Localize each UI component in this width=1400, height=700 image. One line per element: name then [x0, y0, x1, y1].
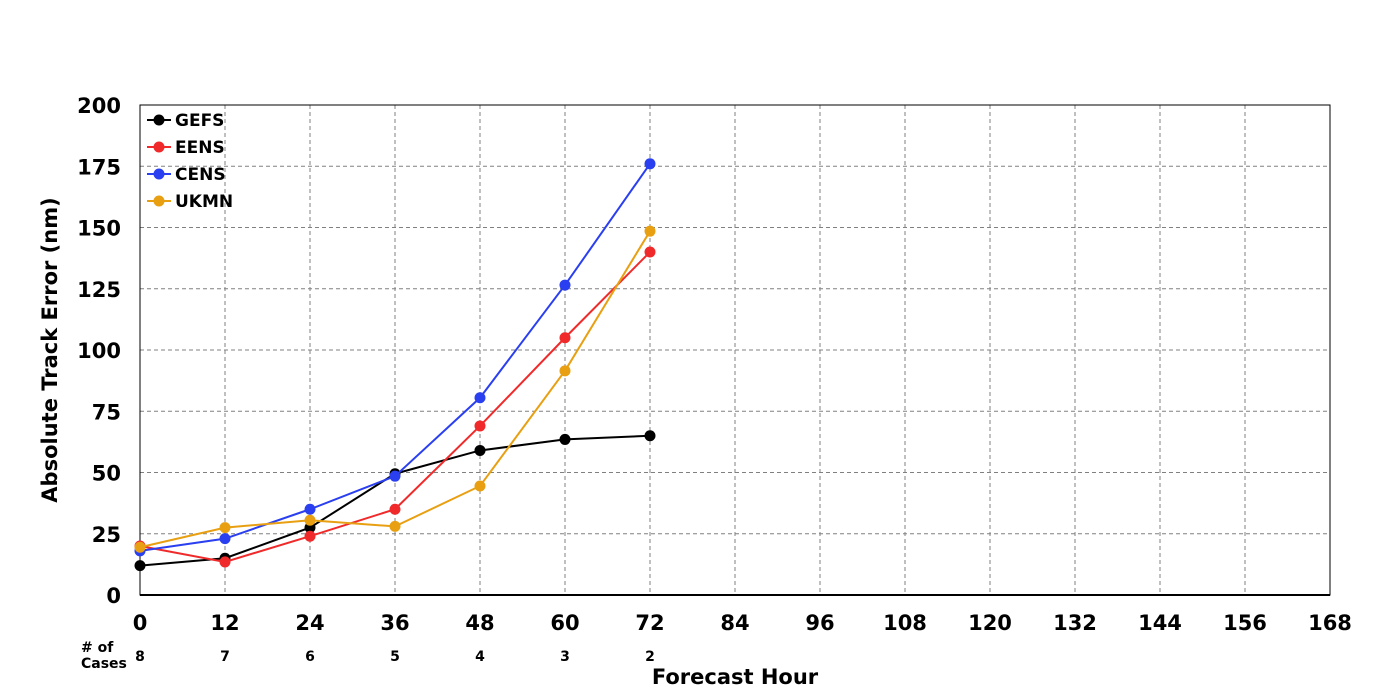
data-point-eens — [644, 246, 656, 258]
x-tick-label: 156 — [1223, 611, 1267, 635]
x-tick-labels: 0 12 24 36 48 60 72 84 96 108 120 132 144 156 168 — [133, 611, 1352, 635]
legend-label: CENS — [175, 165, 226, 185]
series-ukmn — [134, 225, 656, 553]
y-tick-label: 25 — [92, 523, 121, 547]
data-point-eens — [389, 503, 401, 515]
cases-label-line1: # of — [81, 640, 114, 656]
y-tick-label: 200 — [77, 94, 121, 118]
x-tick-label: 48 — [465, 611, 494, 635]
y-tick-label: 175 — [77, 155, 121, 179]
x-tick-label: 144 — [1138, 611, 1182, 635]
series-lines — [134, 158, 656, 572]
legend-label: UKMN — [175, 192, 233, 212]
legend-label: GEFS — [175, 111, 224, 131]
data-point-eens — [559, 332, 571, 344]
data-point-ukmn — [134, 541, 146, 553]
x-tick-label: 132 — [1053, 611, 1097, 635]
x-tick-label: 108 — [883, 611, 927, 635]
legend-marker — [153, 168, 165, 180]
x-tick-label: 0 — [133, 611, 148, 635]
legend-marker — [153, 114, 165, 126]
data-point-gefs — [559, 433, 571, 445]
series-cens — [134, 158, 656, 557]
legend: GEFS EENS CENS UKMN — [147, 111, 233, 212]
case-count: 5 — [390, 649, 400, 665]
data-point-ukmn — [474, 480, 486, 492]
legend-marker — [153, 195, 165, 207]
y-axis-title: Absolute Track Error (nm) — [38, 197, 62, 502]
cases-label-line2: Cases — [81, 656, 127, 672]
data-point-gefs — [134, 560, 146, 572]
legend-item-cens: CENS — [147, 165, 226, 185]
grid-lines — [140, 105, 1330, 595]
x-axis-title: Forecast Hour — [652, 665, 819, 689]
data-point-eens — [219, 556, 231, 568]
legend-item-ukmn: UKMN — [147, 192, 233, 212]
y-tick-labels: 0 25 50 75 100 125 150 175 200 — [77, 94, 121, 608]
data-point-ukmn — [644, 225, 656, 237]
data-point-gefs — [474, 444, 486, 456]
case-count: 7 — [220, 649, 230, 665]
x-tick-label: 24 — [295, 611, 324, 635]
data-point-cens — [304, 503, 316, 515]
y-tick-label: 150 — [77, 217, 121, 241]
data-point-cens — [389, 470, 401, 482]
data-point-ukmn — [389, 520, 401, 532]
y-tick-label: 50 — [92, 462, 121, 486]
data-point-ukmn — [219, 522, 231, 534]
y-tick-label: 75 — [92, 400, 121, 424]
data-point-cens — [559, 279, 571, 291]
data-point-cens — [644, 158, 656, 170]
legend-item-gefs: GEFS — [147, 111, 224, 131]
x-tick-label: 36 — [380, 611, 409, 635]
x-tick-label: 96 — [805, 611, 834, 635]
data-point-eens — [474, 420, 486, 432]
data-point-ukmn — [304, 514, 316, 526]
y-tick-label: 125 — [77, 278, 121, 302]
legend-label: EENS — [175, 138, 225, 158]
x-tick-label: 84 — [720, 611, 749, 635]
x-tick-label: 120 — [968, 611, 1012, 635]
case-count: 2 — [645, 649, 655, 665]
case-count: 6 — [305, 649, 315, 665]
case-counts: # of Cases 8 7 6 5 4 3 2 — [81, 640, 655, 672]
y-tick-label: 0 — [106, 584, 121, 608]
x-tick-label: 12 — [210, 611, 239, 635]
legend-item-eens: EENS — [147, 138, 225, 158]
data-point-eens — [304, 530, 316, 542]
x-tick-label: 72 — [635, 611, 664, 635]
data-point-gefs — [644, 430, 656, 442]
legend-marker — [153, 141, 165, 153]
case-count: 8 — [135, 649, 145, 665]
data-point-cens — [219, 533, 231, 545]
case-count: 3 — [560, 649, 570, 665]
x-tick-label: 60 — [550, 611, 579, 635]
data-point-ukmn — [559, 365, 571, 377]
data-point-cens — [474, 392, 486, 404]
x-tick-label: 168 — [1308, 611, 1352, 635]
case-count: 4 — [475, 649, 485, 665]
y-tick-label: 100 — [77, 339, 121, 363]
